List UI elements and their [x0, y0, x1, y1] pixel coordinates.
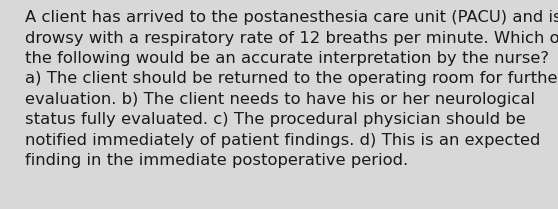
Text: A client has arrived to the postanesthesia care unit (PACU) and is
drowsy with a: A client has arrived to the postanesthes… [25, 10, 558, 168]
